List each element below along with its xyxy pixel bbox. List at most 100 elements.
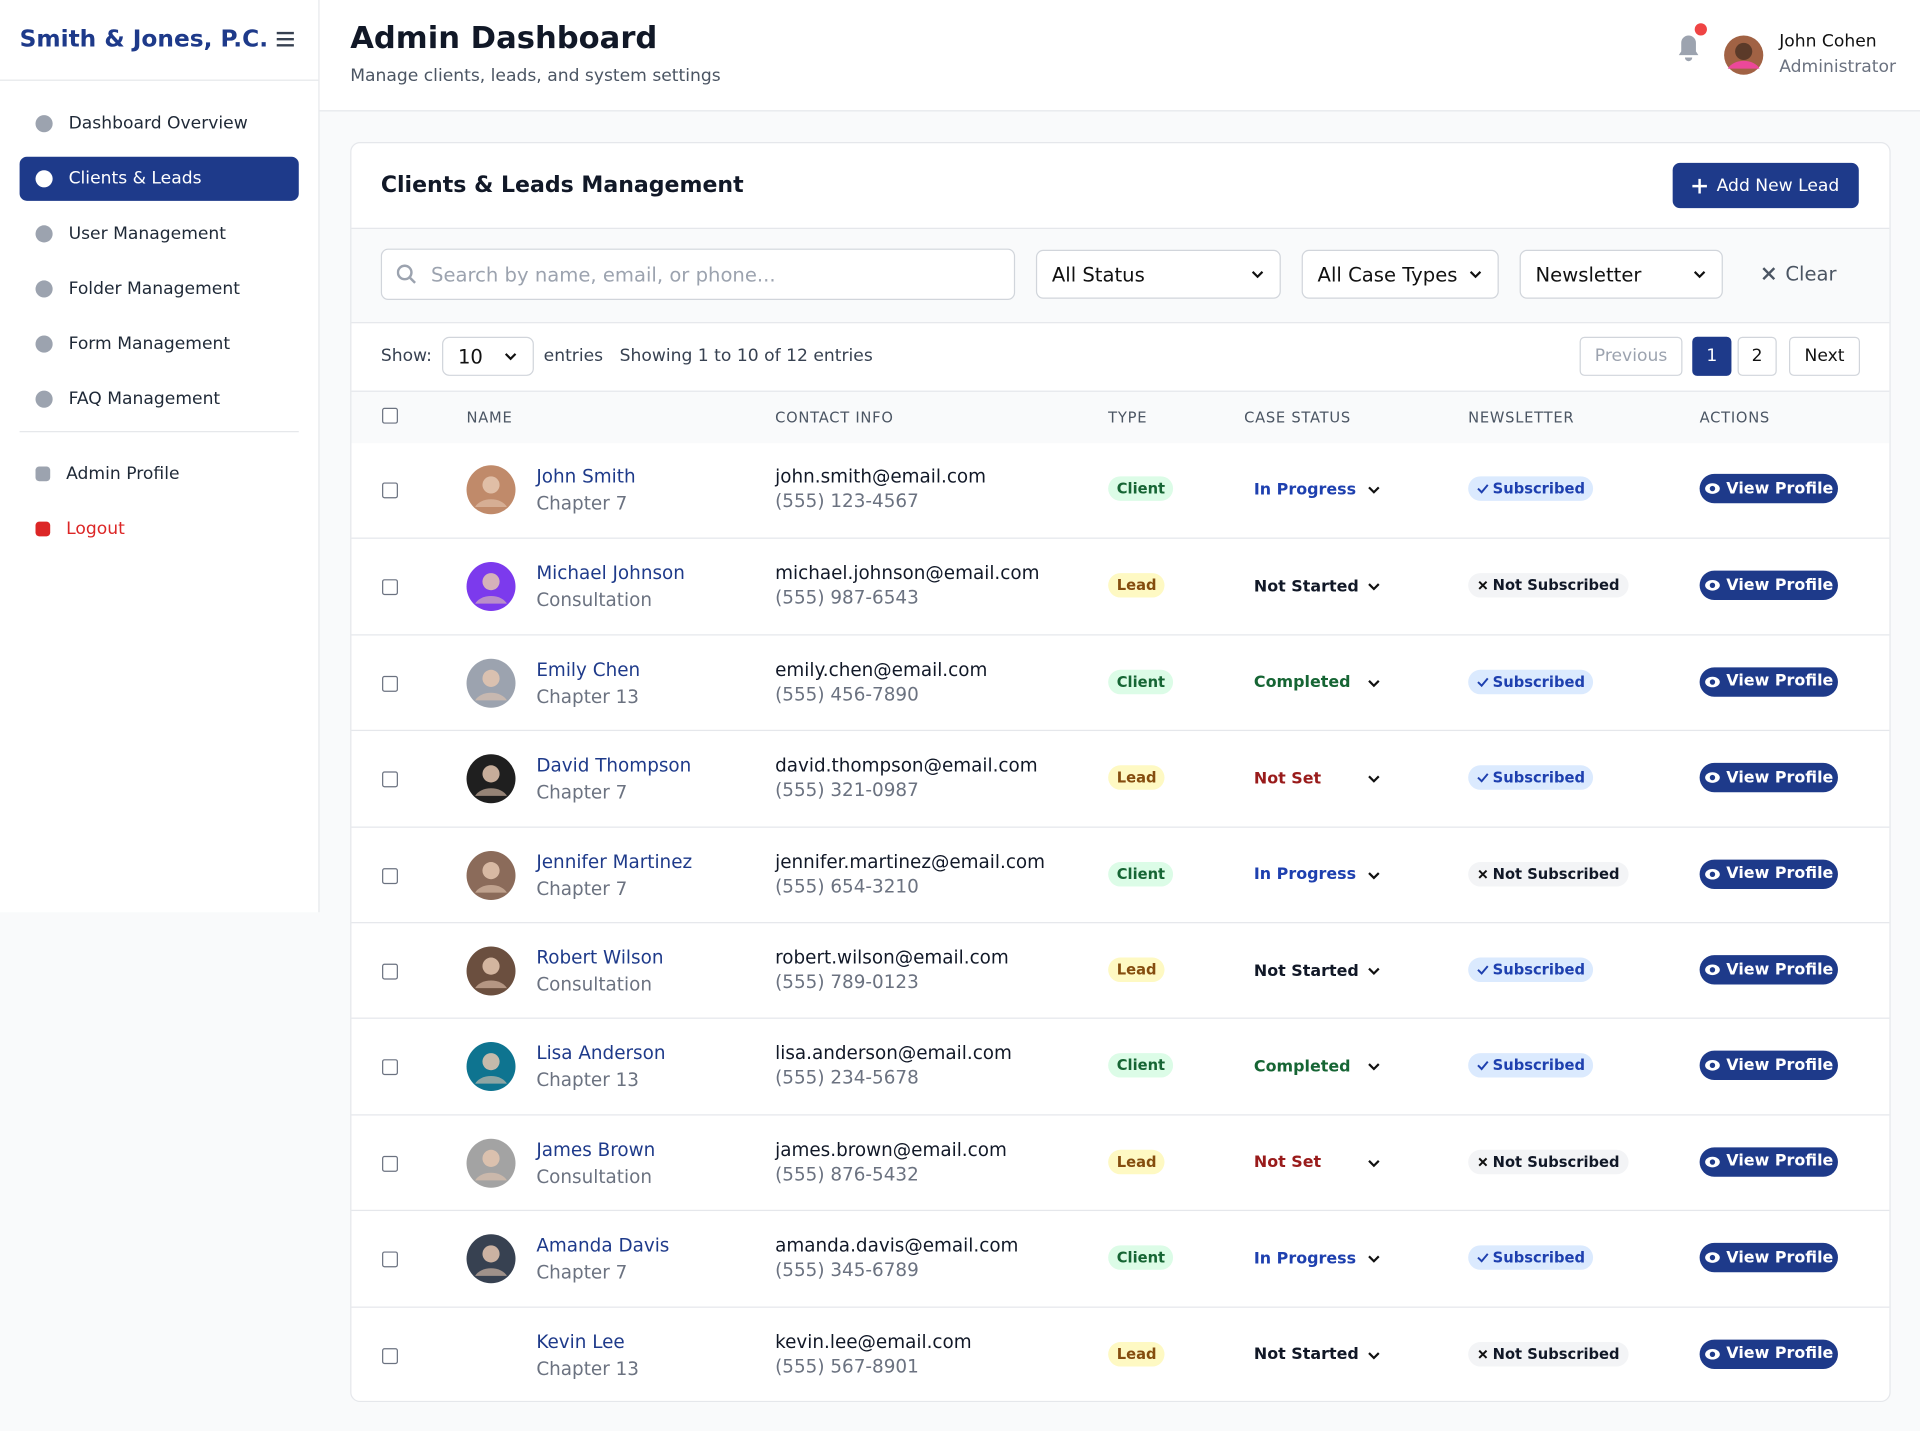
card-title: Clients & Leads Management (380, 172, 744, 199)
view-profile-button[interactable]: View Profile (1699, 1339, 1838, 1369)
email: amanda.davis@email.com (775, 1234, 1019, 1257)
next-button[interactable]: Next (1788, 336, 1861, 376)
view-profile-button[interactable]: View Profile (1699, 571, 1838, 601)
table-row: Emily Chen Chapter 13 emily.chen@email.com… (351, 634, 1890, 731)
nav-item[interactable]: FAQ Management (20, 377, 299, 421)
row-checkbox[interactable] (382, 675, 398, 692)
case-status-select[interactable]: In Progress (1244, 1246, 1381, 1273)
notifications[interactable] (1673, 22, 1710, 69)
view-profile-label: View Profile (1726, 1152, 1834, 1171)
row-checkbox[interactable] (382, 771, 398, 788)
divider (19, 431, 299, 433)
nav-label: Clients & Leads (68, 168, 202, 189)
chevron-icon (1368, 1159, 1380, 1168)
type-badge: Lead (1108, 1149, 1166, 1175)
nav-icon (35, 280, 53, 298)
menu-toggle[interactable] (276, 31, 296, 48)
case-status-select[interactable]: In Progress (1244, 862, 1381, 889)
phone: (555) 654-3210 (775, 875, 919, 898)
newsletter-badge: Subscribed (1468, 1053, 1594, 1079)
check-icon (1477, 677, 1489, 687)
chevron-icon (1368, 967, 1380, 976)
type-badge: Client (1108, 476, 1174, 501)
nav-item[interactable]: Admin Profile (20, 452, 299, 496)
view-profile-label: View Profile (1726, 1344, 1834, 1363)
eye-icon (1704, 580, 1720, 592)
view-profile-button[interactable]: View Profile (1699, 955, 1838, 985)
email: jennifer.martinez@email.com (775, 850, 1046, 873)
status-filter[interactable]: All Status (1035, 249, 1281, 299)
client-name[interactable]: James Brown (536, 1138, 656, 1161)
chevron-icon (1368, 775, 1380, 784)
add-lead-label: Add New Lead (1716, 175, 1840, 196)
page-button[interactable]: 1 (1692, 336, 1732, 376)
type-badge: Lead (1108, 957, 1166, 983)
row-checkbox[interactable] (382, 579, 398, 596)
view-profile-button[interactable]: View Profile (1699, 859, 1838, 889)
previous-button[interactable]: Previous (1579, 336, 1683, 376)
view-profile-button[interactable]: View Profile (1699, 1147, 1838, 1177)
select-all-checkbox[interactable] (382, 407, 398, 424)
case-status-select[interactable]: Not Set (1244, 1150, 1381, 1177)
client-name[interactable]: Lisa Anderson (536, 1042, 666, 1065)
client-name[interactable]: Jennifer Martinez (536, 850, 693, 873)
nav-item[interactable]: Form Management (20, 322, 299, 366)
row-checkbox[interactable] (382, 963, 398, 980)
nav-item[interactable]: Clients & Leads (19, 156, 299, 201)
view-profile-button[interactable]: View Profile (1699, 763, 1838, 793)
case-status-select[interactable]: Not Started (1244, 1342, 1381, 1369)
view-profile-button[interactable]: View Profile (1699, 473, 1838, 504)
table-row: Robert Wilson Consultation robert.wilson@e… (351, 922, 1890, 1019)
client-name[interactable]: Michael Johnson (536, 562, 685, 585)
row-checkbox[interactable] (382, 1251, 398, 1268)
case-status-select[interactable]: Not Started (1244, 958, 1381, 985)
case-type: Chapter 7 (536, 1261, 628, 1284)
client-name[interactable]: Robert Wilson (536, 946, 664, 969)
view-profile-button[interactable]: View Profile (1699, 1051, 1838, 1081)
client-name[interactable]: Kevin Lee (536, 1330, 625, 1353)
page-size-select[interactable]: 10 (442, 336, 534, 376)
newsletter-filter[interactable]: Newsletter (1519, 249, 1723, 299)
nav-label: FAQ Management (68, 389, 221, 409)
case-type-filter-value: All Case Types (1317, 262, 1458, 286)
nav-item[interactable]: User Management (20, 212, 299, 256)
client-name[interactable]: Emily Chen (536, 658, 641, 681)
email: robert.wilson@email.com (775, 946, 1009, 969)
phone: (555) 234-5678 (775, 1067, 919, 1090)
eye-icon (1704, 1252, 1720, 1264)
case-status-select[interactable]: Completed (1244, 670, 1381, 697)
search-input[interactable]: Search by name, email, or phone... (380, 248, 1016, 301)
clear-icon (1762, 267, 1776, 281)
newsletter-status: Not Subscribed (1492, 865, 1620, 883)
case-status-select[interactable]: Completed (1244, 1054, 1381, 1081)
case-status-select[interactable]: Not Started (1244, 574, 1381, 601)
case-status-select[interactable]: Not Set (1244, 766, 1381, 793)
row-checkbox[interactable] (382, 867, 398, 884)
nav-item[interactable]: Folder Management (20, 267, 299, 311)
nav-item[interactable]: Dashboard Overview (20, 102, 299, 146)
client-name[interactable]: David Thompson (536, 754, 692, 777)
row-checkbox[interactable] (382, 482, 398, 499)
row-checkbox[interactable] (382, 1155, 398, 1172)
add-lead-button[interactable]: Add New Lead (1672, 162, 1859, 209)
user-avatar[interactable] (1723, 34, 1765, 76)
clear-button[interactable]: Clear (1762, 262, 1837, 285)
phone: (555) 456-7890 (775, 683, 919, 706)
view-profile-button[interactable]: View Profile (1699, 667, 1838, 697)
nav-label: Admin Profile (66, 464, 180, 484)
view-profile-button[interactable]: View Profile (1699, 1243, 1838, 1273)
case-type: Chapter 7 (536, 877, 628, 900)
case-status-select[interactable]: In Progress (1244, 476, 1381, 503)
phone: (555) 321-0987 (775, 779, 919, 802)
nav-label: Logout (66, 519, 125, 539)
avatar (466, 562, 516, 612)
logout-link[interactable]: Logout (20, 507, 299, 551)
page-button[interactable]: 2 (1737, 336, 1777, 376)
divider (0, 79, 319, 81)
client-name[interactable]: Amanda Davis (536, 1234, 670, 1257)
newsletter-status: Not Subscribed (1492, 1153, 1620, 1171)
row-checkbox[interactable] (382, 1059, 398, 1076)
row-checkbox[interactable] (382, 1347, 398, 1364)
client-name[interactable]: John Smith (536, 465, 636, 488)
case-type-filter[interactable]: All Case Types (1301, 249, 1499, 299)
